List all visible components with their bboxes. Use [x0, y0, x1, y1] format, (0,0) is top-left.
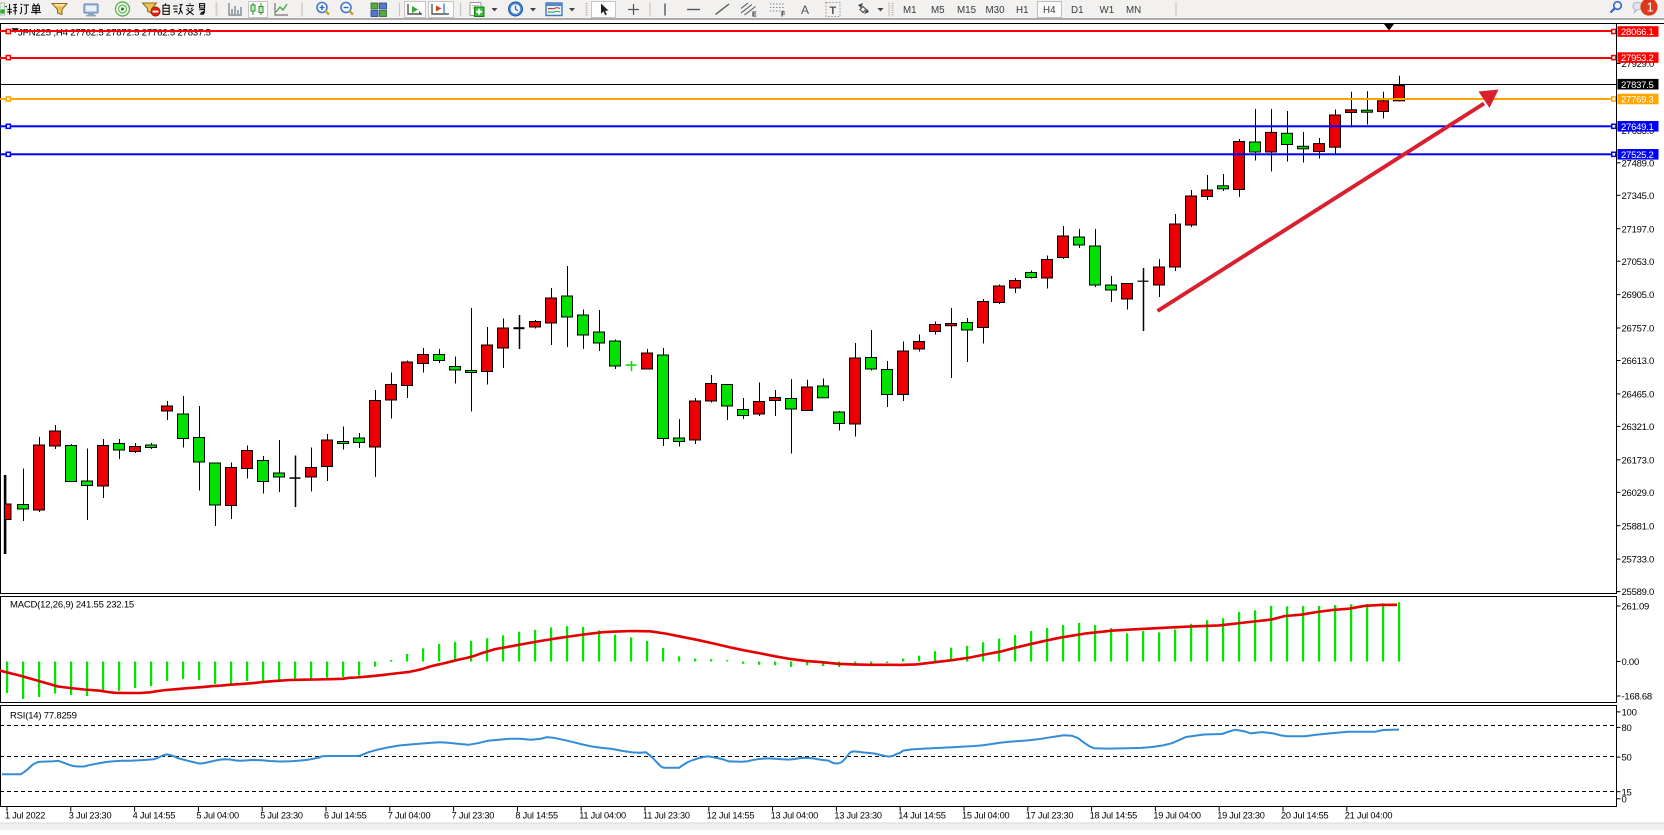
svg-text:26173.0: 26173.0: [1622, 455, 1655, 466]
svg-text:21 Jul 04:00: 21 Jul 04:00: [1345, 811, 1393, 821]
svg-text:27345.0: 27345.0: [1622, 191, 1655, 202]
svg-text:0: 0: [1622, 794, 1627, 805]
svg-text:27649.1: 27649.1: [1621, 122, 1654, 133]
svg-text:11 Jul 04:00: 11 Jul 04:00: [579, 811, 626, 821]
svg-text:5 Jul 23:30: 5 Jul 23:30: [260, 811, 303, 821]
svg-text:5 Jul 04:00: 5 Jul 04:00: [196, 811, 239, 821]
svg-text:H1: H1: [1016, 5, 1029, 16]
svg-text:6 Jul 14:55: 6 Jul 14:55: [324, 811, 367, 821]
svg-text:4 Jul 14:55: 4 Jul 14:55: [133, 811, 176, 821]
svg-text:50: 50: [1622, 753, 1632, 764]
svg-text:15 Jul 04:00: 15 Jul 04:00: [962, 811, 1010, 821]
svg-text:W1: W1: [1100, 5, 1115, 16]
svg-text:26613.0: 26613.0: [1622, 356, 1655, 367]
svg-text:27489.0: 27489.0: [1622, 158, 1655, 169]
svg-text:1: 1: [1647, 1, 1654, 15]
svg-text:25589.0: 25589.0: [1622, 587, 1655, 598]
svg-text:26029.0: 26029.0: [1622, 488, 1655, 499]
svg-text:3 Jul 23:30: 3 Jul 23:30: [69, 811, 112, 821]
svg-text:T: T: [830, 5, 837, 17]
svg-text:13 Jul 23:30: 13 Jul 23:30: [834, 811, 882, 821]
svg-text:27769.3: 27769.3: [1621, 95, 1654, 106]
svg-text:14 Jul 14:55: 14 Jul 14:55: [898, 811, 946, 821]
svg-text:A: A: [801, 3, 809, 17]
svg-text:25733.0: 25733.0: [1622, 555, 1655, 566]
svg-text:F: F: [781, 12, 786, 19]
svg-text:17 Jul 23:30: 17 Jul 23:30: [1026, 811, 1074, 821]
svg-text:26757.0: 26757.0: [1622, 324, 1655, 335]
svg-text:MACD(12,26,9) 241.55 232.15: MACD(12,26,9) 241.55 232.15: [10, 600, 134, 611]
svg-text:13 Jul 04:00: 13 Jul 04:00: [771, 811, 819, 821]
svg-text:18 Jul 14:55: 18 Jul 14:55: [1090, 811, 1138, 821]
svg-text:M5: M5: [931, 5, 945, 16]
svg-text:7 Jul 23:30: 7 Jul 23:30: [452, 811, 495, 821]
svg-text:M15: M15: [957, 5, 977, 16]
svg-text:1 Jul 2022: 1 Jul 2022: [5, 811, 45, 821]
svg-text:15: 15: [1622, 787, 1632, 798]
svg-text:7 Jul 04:00: 7 Jul 04:00: [388, 811, 431, 821]
svg-text:M1: M1: [903, 5, 917, 16]
svg-text:26321.0: 26321.0: [1622, 422, 1655, 433]
svg-text:28066.1: 28066.1: [1621, 27, 1654, 38]
svg-text:26905.0: 26905.0: [1622, 290, 1655, 301]
svg-text:100: 100: [1622, 708, 1637, 719]
svg-text:MN: MN: [1126, 5, 1141, 16]
svg-text:11 Jul 23:30: 11 Jul 23:30: [643, 811, 690, 821]
svg-text:-168.68: -168.68: [1622, 692, 1652, 703]
svg-text:0.00: 0.00: [1622, 657, 1640, 668]
svg-text:27837.5: 27837.5: [1621, 80, 1654, 91]
svg-text:27525.2: 27525.2: [1621, 150, 1654, 161]
svg-text:27633.0: 27633.0: [1622, 126, 1655, 137]
svg-text:25881.0: 25881.0: [1622, 521, 1655, 532]
svg-text:8 Jul 14:55: 8 Jul 14:55: [515, 811, 558, 821]
svg-text:RSI(14) 77.8259: RSI(14) 77.8259: [10, 711, 77, 722]
svg-text:26465.0: 26465.0: [1622, 390, 1655, 401]
svg-text:12 Jul 14:55: 12 Jul 14:55: [707, 811, 755, 821]
svg-text:H4: H4: [1043, 5, 1056, 16]
svg-text:80: 80: [1622, 723, 1632, 734]
svg-text:261.09: 261.09: [1622, 602, 1650, 613]
svg-text:JPN225 ,H4 27762.5 27872.5 27: JPN225 ,H4 27762.5 27872.5 27762.5 27837…: [18, 28, 211, 39]
svg-text:19 Jul 04:00: 19 Jul 04:00: [1153, 811, 1201, 821]
svg-text:D1: D1: [1071, 5, 1084, 16]
svg-text:19 Jul 23:30: 19 Jul 23:30: [1217, 811, 1265, 821]
svg-text:27953.2: 27953.2: [1621, 53, 1654, 64]
svg-text:27053.0: 27053.0: [1622, 257, 1655, 268]
svg-text:M30: M30: [986, 5, 1006, 16]
svg-text:27197.0: 27197.0: [1622, 224, 1655, 235]
svg-text:E: E: [752, 12, 757, 19]
svg-text:20 Jul 14:55: 20 Jul 14:55: [1281, 811, 1329, 821]
svg-text:27929.0: 27929.0: [1622, 59, 1655, 70]
